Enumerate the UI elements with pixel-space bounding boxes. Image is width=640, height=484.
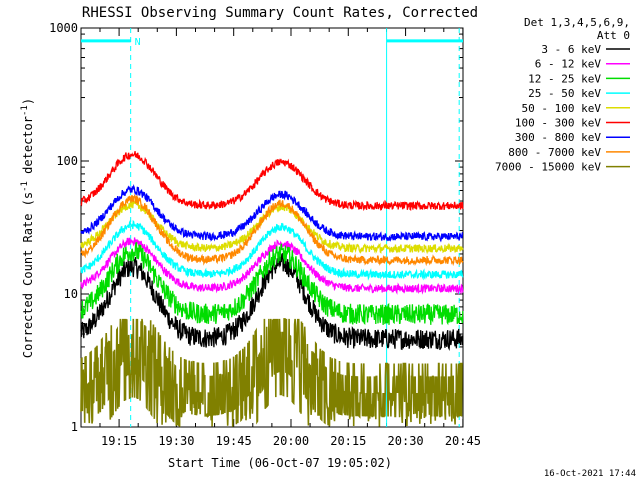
legend-label: 25 - 50 keV — [528, 87, 601, 100]
series-line — [80, 237, 464, 295]
series-line — [80, 193, 464, 267]
x-tick-label: 20:00 — [273, 434, 309, 448]
legend-label: 800 - 7000 keV — [508, 146, 601, 159]
legend-label: 7000 - 15000 keV — [495, 161, 601, 174]
series-line — [80, 184, 464, 243]
legend-label: 6 - 12 keV — [535, 58, 602, 71]
legend-label: 50 - 100 keV — [522, 102, 602, 115]
x-tick-label: 20:30 — [388, 434, 424, 448]
series-line — [80, 219, 464, 281]
night-label: N — [135, 37, 141, 48]
series-line — [80, 253, 464, 352]
x-tick-label: 19:45 — [216, 434, 252, 448]
series-line — [80, 318, 463, 428]
x-tick-label: 19:30 — [158, 434, 194, 448]
legend-label: 12 - 25 keV — [528, 72, 601, 85]
series-line — [80, 242, 464, 326]
series-line — [80, 151, 464, 212]
chart-title: RHESSI Observing Summary Count Rates, Co… — [82, 5, 478, 21]
legend-label: 3 - 6 keV — [541, 43, 601, 56]
x-tick-label: 19:15 — [101, 434, 137, 448]
legend-label: 100 - 300 keV — [515, 117, 601, 130]
legend-header-line-2: Att 0 — [597, 29, 630, 42]
y-tick-label: 100 — [56, 154, 78, 168]
footer-date: 16-Oct-2021 17:44 — [544, 469, 636, 479]
x-tick-label: 20:15 — [330, 434, 366, 448]
legend-header-line-1: Det 1,3,4,5,6,9, — [524, 16, 630, 29]
y-tick-label: 1000 — [49, 21, 78, 35]
x-tick-label: 20:45 — [445, 434, 481, 448]
y-axis-label: Corrected Count Rate (s-1 detector-1) — [20, 98, 35, 358]
plot-area: 1 10 100 1000 19:15 19:30 19:45 20:00 20:15 20:30… — [49, 21, 481, 448]
y-tick-label: 1 — [71, 420, 78, 434]
x-axis-label: Start Time (06-Oct-07 19:05:02) — [168, 456, 392, 470]
legend-label: 300 - 800 keV — [515, 131, 601, 144]
y-tick-label: 10 — [64, 287, 78, 301]
